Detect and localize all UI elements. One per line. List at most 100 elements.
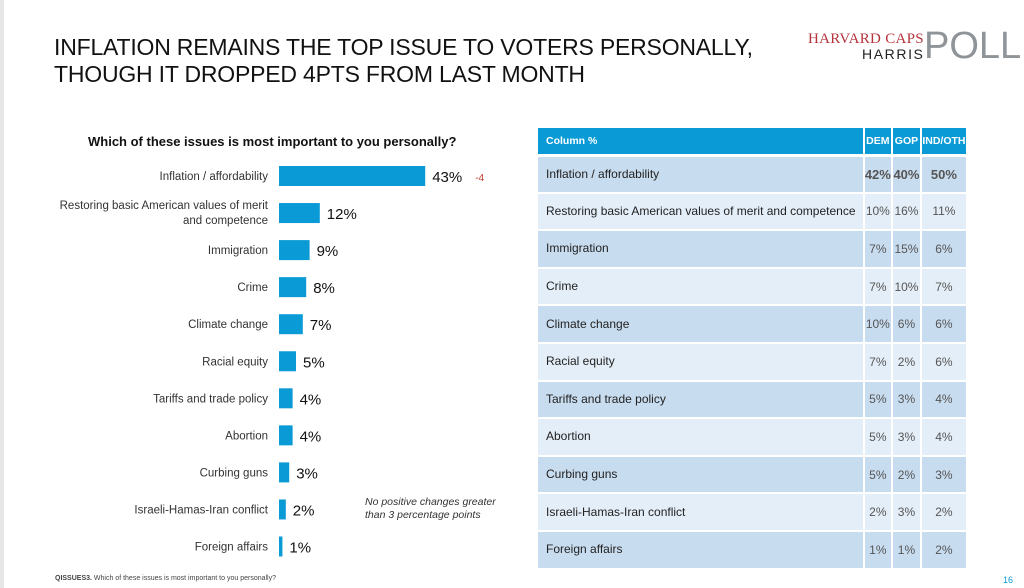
category-label: Abortion: [225, 430, 268, 442]
row-label: Curbing guns: [538, 455, 865, 495]
party-breakdown-table: Column % DEM GOP IND/OTH Inflation / afford…: [538, 128, 969, 570]
data-label: 43%: [432, 169, 462, 186]
harvard-caps-harris-poll-logo: HARVARD CAPS HARRIS POLL: [808, 25, 1021, 67]
data-label: 8%: [313, 280, 335, 297]
table-header-row: Column % DEM GOP IND/OTH: [538, 128, 969, 157]
table-row: Curbing guns 5% 2% 3%: [538, 455, 969, 495]
table-row: Foreign affairs 1% 1% 2%: [538, 530, 969, 570]
table-cell: 42%: [863, 155, 894, 194]
table-row: Restoring basic American values of merit…: [538, 192, 969, 232]
category-label-line1: Restoring basic American values of merit: [60, 200, 269, 212]
data-label: 12%: [327, 206, 357, 223]
data-label: 4%: [300, 428, 322, 445]
table-cell: 11%: [920, 192, 969, 232]
bar: [279, 314, 303, 335]
bar: [279, 240, 310, 261]
table-cell: 4%: [920, 380, 969, 420]
category-label: Tariffs and trade policy: [153, 393, 268, 405]
logo-line-3: POLL: [924, 25, 1022, 67]
category-label: Inflation / affordability: [160, 171, 269, 183]
bar: [279, 203, 320, 224]
category-label: Israeli-Hamas-Iran conflict: [134, 504, 268, 516]
table-cell: 5%: [863, 455, 894, 495]
data-label: 2%: [293, 502, 315, 519]
category-label-line2: and competence: [183, 215, 268, 227]
table-cell: 7%: [863, 230, 894, 269]
table-cell: 6%: [920, 342, 969, 382]
table-cell: 3%: [892, 418, 922, 457]
data-label: 7%: [310, 317, 332, 334]
table-cell: 7%: [863, 267, 894, 307]
table-cell: 2%: [920, 530, 969, 570]
table-cell: 40%: [892, 155, 922, 194]
table-row: Tariffs and trade policy 5% 3% 4%: [538, 380, 969, 420]
data-label: 9%: [317, 243, 339, 260]
bar: [279, 462, 290, 483]
column-header: Column %: [538, 128, 865, 157]
table-cell: 50%: [920, 155, 969, 194]
data-label: 3%: [296, 465, 318, 482]
table-cell: 1%: [892, 530, 922, 570]
table-cell: 4%: [920, 418, 969, 457]
table-cell: 6%: [892, 305, 922, 344]
page-title: INFLATION REMAINS THE TOP ISSUE TO VOTER…: [54, 34, 753, 88]
footer-code: QISSUES3.: [55, 575, 92, 582]
table-cell: 10%: [863, 192, 894, 232]
table-row: Abortion 5% 3% 4%: [538, 418, 969, 457]
table-cell: 3%: [920, 455, 969, 495]
table-cell: 10%: [863, 305, 894, 344]
row-label: Immigration: [538, 230, 865, 269]
table-cell: 7%: [863, 342, 894, 382]
table-cell: 6%: [920, 305, 969, 344]
bar: [279, 166, 426, 186]
column-header: IND/OTH: [920, 128, 969, 157]
row-label: Foreign affairs: [538, 530, 865, 570]
title-line-1: INFLATION REMAINS THE TOP ISSUE TO VOTER…: [54, 34, 753, 60]
table-row: Climate change 10% 6% 6%: [538, 305, 969, 344]
table-cell: 5%: [863, 380, 894, 420]
data-label: 4%: [300, 391, 322, 408]
row-label: Racial equity: [538, 342, 865, 382]
table-cell: 3%: [892, 380, 922, 420]
category-label: Racial equity: [202, 356, 268, 368]
table-cell: 10%: [892, 267, 922, 307]
table-row: Inflation / affordability 42% 40% 50%: [538, 155, 969, 194]
data-label: 1%: [289, 540, 311, 557]
table-cell: 2%: [920, 493, 969, 532]
table-cell: 6%: [920, 230, 969, 269]
bar: [279, 351, 296, 372]
table-cell: 2%: [892, 455, 922, 495]
bar: [279, 536, 283, 557]
title-line-2: THOUGH IT DROPPED 4PTS FROM LAST MONTH: [54, 61, 585, 87]
column-header: DEM: [863, 128, 894, 157]
column-header: GOP: [892, 128, 922, 157]
table-cell: 15%: [892, 230, 922, 269]
chart-note: No positive changes greater than 3 perce…: [365, 496, 496, 521]
table-cell: 7%: [920, 267, 969, 307]
row-label: Crime: [538, 267, 865, 307]
bar: [279, 499, 286, 520]
bar-chart: Inflation / affordability 43% Restoring ba…: [60, 166, 485, 557]
table-row: Immigration 7% 15% 6%: [538, 230, 969, 269]
row-label: Restoring basic American values of merit…: [538, 192, 865, 232]
left-edge: [0, 0, 4, 588]
data-label: 5%: [303, 354, 325, 371]
table-cell: 2%: [892, 342, 922, 382]
table-cell: 2%: [863, 493, 894, 532]
category-label: Foreign affairs: [195, 542, 269, 554]
table-cell: 5%: [863, 418, 894, 457]
row-label: Climate change: [538, 305, 865, 344]
table-row: Crime 7% 10% 7%: [538, 267, 969, 307]
category-label: Curbing guns: [200, 467, 269, 479]
change-annotation: -4: [475, 173, 484, 184]
table-row: Racial equity 7% 2% 6%: [538, 342, 969, 382]
category-label: Crime: [237, 282, 268, 294]
bar: [279, 388, 293, 409]
chart-title: Which of these issues is most important …: [88, 134, 457, 149]
footer-text: Which of these issues is most important …: [91, 575, 276, 582]
table-row: Israeli-Hamas-Iran conflict 2% 3% 2%: [538, 493, 969, 532]
row-label: Abortion: [538, 418, 865, 457]
footer-question: QISSUES3. Which of these issues is most …: [55, 575, 276, 582]
table-cell: 3%: [892, 493, 922, 532]
bar: [279, 277, 307, 298]
